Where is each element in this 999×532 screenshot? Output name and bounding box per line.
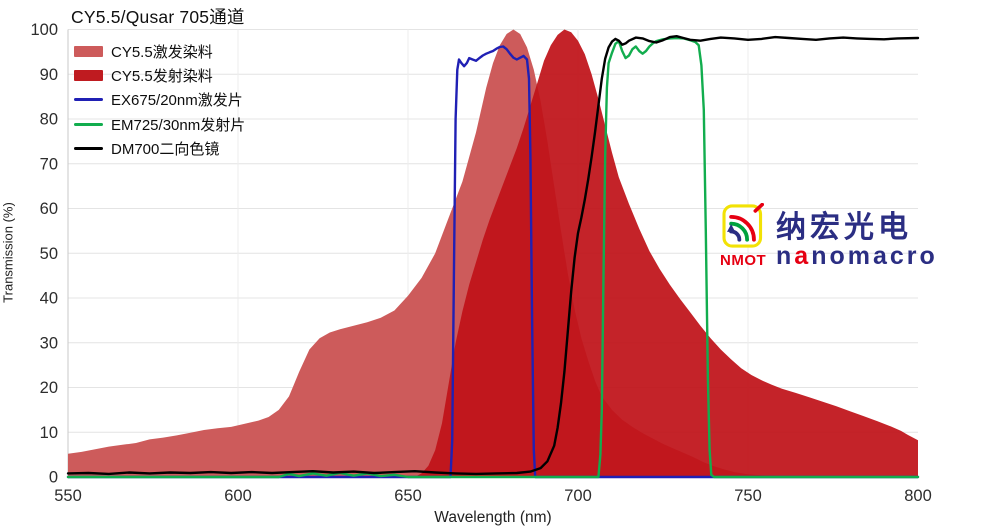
legend-item-em-filter: EM725/30nm发射片: [74, 112, 245, 136]
legend-label: DM700二向色镜: [111, 141, 220, 159]
y-tick-label: 10: [40, 424, 58, 442]
x-tick-label: 600: [224, 487, 252, 505]
emission-dye-area: [414, 29, 918, 477]
legend-swatch-excitation-dye: [74, 45, 103, 57]
ex-filter-curve: [66, 45, 920, 479]
legend-swatch-em-filter: [74, 122, 103, 126]
brand-name-english: nanomacro: [776, 242, 938, 270]
legend-swatch-ex-filter: [74, 98, 103, 102]
y-axis-label: Transmission (%): [0, 202, 16, 303]
legend-label: CY5.5发射染料: [111, 68, 213, 86]
x-tick-label: 550: [54, 487, 82, 505]
x-tick-label: 700: [564, 487, 592, 505]
brand-name-chinese: 纳宏光电: [776, 211, 912, 244]
brand-logo: 纳宏光电 NMOT nanomacro: [720, 201, 960, 273]
legend-item-dichroic: DM700二向色镜: [74, 137, 245, 161]
y-tick-label: 0: [49, 469, 58, 487]
legend-label: CY5.5激发染料: [111, 43, 213, 61]
legend-item-ex-filter: EX675/20nm激发片: [74, 88, 245, 112]
y-tick-label: 30: [40, 334, 58, 352]
y-tick-label: 40: [40, 290, 58, 308]
y-tick-label: 20: [40, 379, 58, 397]
y-tick-label: 50: [40, 245, 58, 263]
y-tick-label: 80: [40, 111, 58, 129]
x-axis-label: Wavelength (nm): [434, 509, 552, 526]
dichroic-curve: [66, 35, 920, 476]
legend-swatch-dichroic: [74, 147, 103, 151]
legend: CY5.5激发染料 CY5.5发射染料 EX675/20nm激发片 EM725/…: [74, 39, 245, 161]
y-tick-label: 60: [40, 200, 58, 218]
chart-title: CY5.5/Qusar 705通道: [71, 7, 245, 27]
y-tick-label: 90: [40, 66, 58, 84]
x-tick-label: 750: [734, 487, 762, 505]
em-filter-curve: [66, 36, 920, 479]
legend-swatch-emission-dye: [74, 70, 103, 82]
legend-item-emission-dye: CY5.5发射染料: [74, 63, 245, 87]
legend-label: EX675/20nm激发片: [111, 92, 243, 110]
brand-abbreviation: NMOT: [720, 252, 767, 269]
x-tick-label: 650: [394, 487, 422, 505]
y-tick-label: 100: [30, 21, 58, 39]
legend-item-excitation-dye: CY5.5激发染料: [74, 39, 245, 63]
nmot-signal-icon: [722, 203, 764, 248]
x-tick-label: 800: [904, 487, 932, 505]
legend-label: EM725/30nm发射片: [111, 116, 246, 134]
y-tick-label: 70: [40, 155, 58, 173]
